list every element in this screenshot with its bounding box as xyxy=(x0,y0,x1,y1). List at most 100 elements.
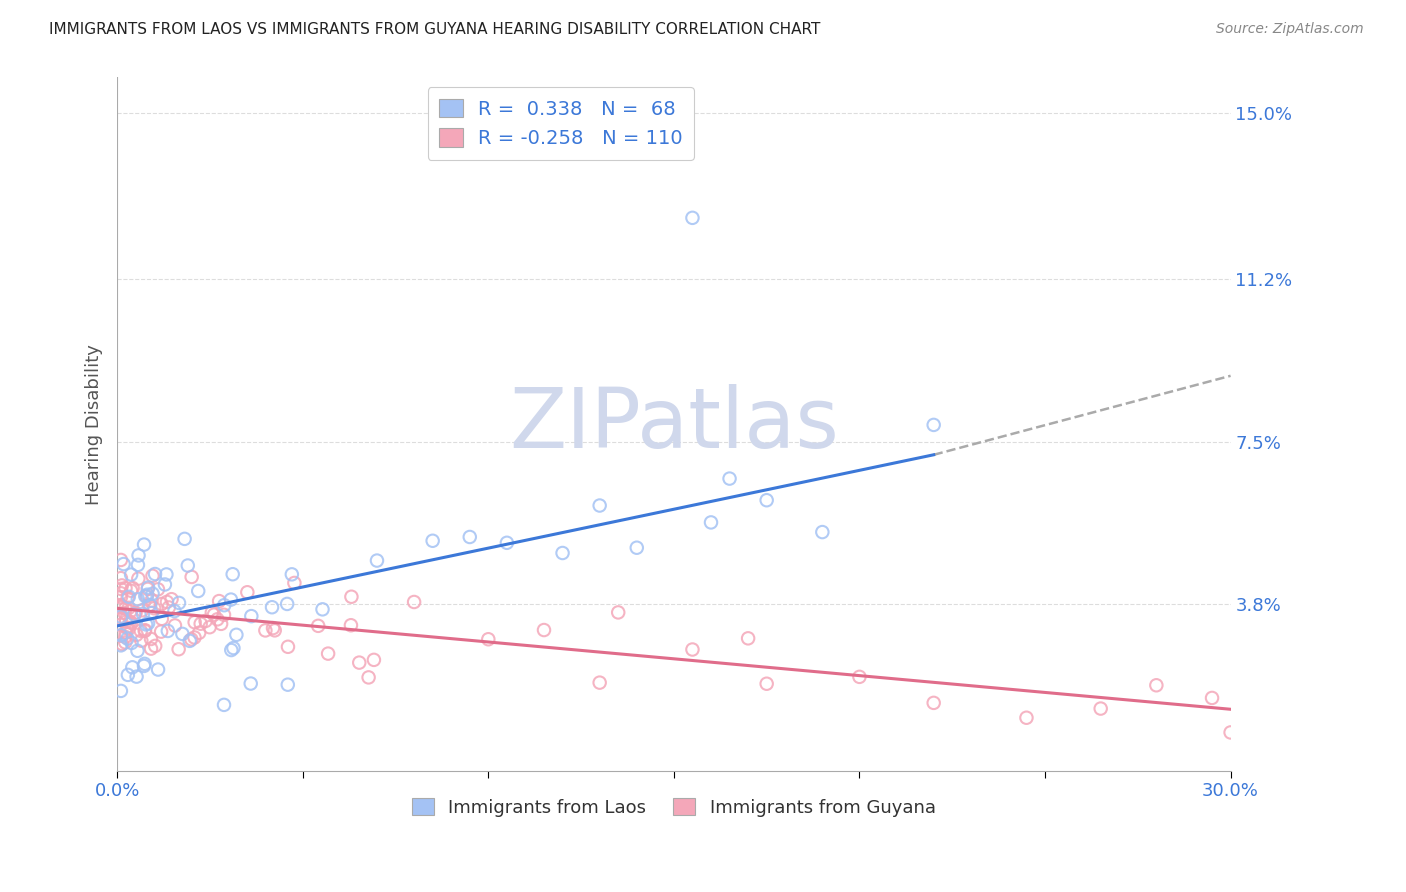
Point xyxy=(129,624,152,638)
Legend: Immigrants from Laos, Immigrants from Guyana: Immigrants from Laos, Immigrants from Gu… xyxy=(405,791,943,824)
Point xyxy=(212,607,235,622)
Point xyxy=(114,630,136,644)
Point xyxy=(212,598,235,612)
Point xyxy=(922,417,945,432)
Point xyxy=(157,600,180,615)
Point xyxy=(132,538,155,552)
Point xyxy=(143,601,166,615)
Point xyxy=(121,660,143,674)
Point xyxy=(110,582,132,596)
Point xyxy=(120,583,142,598)
Point xyxy=(155,567,177,582)
Point xyxy=(110,638,132,652)
Point xyxy=(316,647,339,661)
Point xyxy=(737,632,759,646)
Point xyxy=(357,670,380,684)
Point xyxy=(187,584,209,599)
Point xyxy=(533,623,555,637)
Point xyxy=(118,600,141,615)
Point xyxy=(311,602,333,616)
Point xyxy=(118,615,141,629)
Point xyxy=(112,557,135,571)
Point xyxy=(114,581,136,595)
Point xyxy=(700,516,723,530)
Point xyxy=(124,607,146,621)
Point xyxy=(283,576,305,591)
Point xyxy=(117,632,139,646)
Point xyxy=(589,499,612,513)
Point xyxy=(263,624,285,638)
Point xyxy=(404,595,426,609)
Point xyxy=(681,642,703,657)
Point xyxy=(141,606,163,620)
Point xyxy=(183,615,205,630)
Point xyxy=(141,569,163,583)
Point xyxy=(146,663,169,677)
Point xyxy=(551,546,574,560)
Point xyxy=(198,620,221,634)
Point xyxy=(349,656,371,670)
Point xyxy=(124,606,146,620)
Point xyxy=(458,530,481,544)
Point xyxy=(115,615,138,629)
Point xyxy=(117,622,139,636)
Point xyxy=(172,627,194,641)
Point xyxy=(131,603,153,617)
Point xyxy=(132,659,155,673)
Point xyxy=(120,604,142,618)
Point xyxy=(1090,701,1112,715)
Point xyxy=(156,624,179,638)
Point xyxy=(146,582,169,597)
Point xyxy=(718,472,741,486)
Point xyxy=(422,533,444,548)
Point xyxy=(307,619,329,633)
Point xyxy=(139,641,162,656)
Point xyxy=(110,684,132,698)
Point xyxy=(1015,711,1038,725)
Point xyxy=(110,617,132,632)
Point xyxy=(239,676,262,690)
Point xyxy=(114,601,136,615)
Point xyxy=(260,600,283,615)
Point xyxy=(131,633,153,648)
Point xyxy=(277,640,299,654)
Point xyxy=(340,618,363,632)
Point xyxy=(134,624,156,638)
Point xyxy=(120,615,142,630)
Point xyxy=(219,592,242,607)
Point xyxy=(143,639,166,653)
Point xyxy=(136,581,159,595)
Point xyxy=(221,643,243,657)
Point xyxy=(755,677,778,691)
Point xyxy=(134,657,156,671)
Point xyxy=(254,624,277,638)
Point xyxy=(121,636,143,650)
Point xyxy=(281,567,304,582)
Point xyxy=(134,589,156,603)
Point xyxy=(110,586,132,600)
Point xyxy=(589,675,612,690)
Point xyxy=(179,633,201,648)
Point xyxy=(1144,678,1167,692)
Point xyxy=(114,635,136,649)
Point xyxy=(202,607,225,622)
Point xyxy=(496,536,519,550)
Point xyxy=(114,626,136,640)
Point xyxy=(163,604,186,618)
Point xyxy=(681,211,703,225)
Point xyxy=(163,618,186,632)
Text: ZIPatlas: ZIPatlas xyxy=(509,384,839,465)
Point xyxy=(190,616,212,631)
Point xyxy=(201,606,224,620)
Point xyxy=(276,597,298,611)
Point xyxy=(136,588,159,602)
Point xyxy=(477,632,499,647)
Point xyxy=(180,632,202,647)
Point xyxy=(607,606,630,620)
Point xyxy=(125,670,148,684)
Point xyxy=(110,609,132,624)
Text: Source: ZipAtlas.com: Source: ZipAtlas.com xyxy=(1216,22,1364,37)
Point xyxy=(366,553,388,567)
Point xyxy=(127,644,149,658)
Point xyxy=(848,670,870,684)
